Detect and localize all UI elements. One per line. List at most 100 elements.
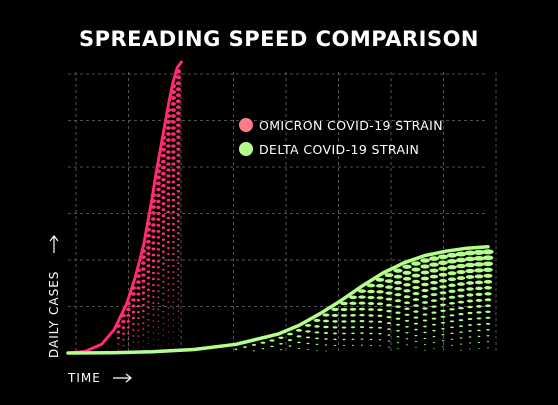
halftone-dot bbox=[161, 208, 166, 212]
halftone-dot bbox=[166, 138, 171, 142]
halftone-dot bbox=[146, 270, 151, 274]
halftone-dot bbox=[485, 322, 491, 325]
halftone-dot bbox=[430, 286, 438, 291]
halftone-dot bbox=[161, 165, 166, 170]
halftone-dot bbox=[171, 138, 176, 142]
halftone-dot bbox=[172, 234, 175, 238]
halftone-dot bbox=[440, 321, 446, 324]
halftone-dot bbox=[322, 319, 330, 323]
halftone-dot bbox=[141, 291, 146, 295]
halftone-dot bbox=[157, 332, 160, 334]
halftone-dot bbox=[172, 253, 175, 255]
halftone-dot bbox=[151, 235, 156, 239]
halftone-dot bbox=[387, 334, 391, 336]
halftone-dot bbox=[397, 348, 399, 350]
halftone-dot bbox=[446, 252, 458, 258]
halftone-dot bbox=[157, 284, 160, 287]
halftone-dot bbox=[482, 249, 494, 255]
x-axis-arrow-icon bbox=[113, 373, 132, 383]
halftone-dot bbox=[402, 264, 412, 269]
halftone-dot bbox=[413, 322, 419, 325]
halftone-dot bbox=[157, 290, 160, 293]
halftone-dot bbox=[157, 302, 160, 305]
halftone-dot bbox=[405, 344, 409, 346]
halftone-dot bbox=[161, 177, 166, 182]
halftone-dot bbox=[358, 307, 366, 311]
halftone-dot bbox=[305, 330, 311, 333]
halftone-dot bbox=[155, 181, 161, 186]
halftone-dot bbox=[175, 81, 181, 86]
halftone-dot bbox=[147, 337, 150, 339]
halftone-dot bbox=[423, 337, 427, 340]
halftone-dot bbox=[146, 245, 151, 250]
halftone-dot bbox=[147, 294, 150, 297]
halftone-dot bbox=[117, 343, 120, 345]
halftone-dot bbox=[177, 238, 180, 241]
halftone-dot bbox=[166, 156, 171, 160]
halftone-dot bbox=[323, 325, 329, 329]
halftone-dot bbox=[167, 271, 170, 273]
halftone-dot bbox=[486, 335, 490, 337]
halftone-dot bbox=[155, 175, 161, 180]
halftone-dot bbox=[146, 288, 150, 291]
halftone-dot bbox=[137, 317, 140, 320]
y-axis-label: DAILY CASES bbox=[47, 235, 61, 358]
halftone-dot bbox=[176, 195, 181, 199]
halftone-dot bbox=[141, 297, 145, 301]
halftone-dot bbox=[141, 303, 145, 307]
halftone-dot bbox=[126, 320, 131, 323]
halftone-dot bbox=[315, 343, 319, 346]
halftone-dot bbox=[269, 339, 275, 342]
halftone-dot bbox=[152, 283, 155, 287]
halftone-dot bbox=[412, 279, 420, 284]
halftone-dot bbox=[177, 232, 180, 235]
halftone-dot bbox=[167, 313, 170, 315]
halftone-dot bbox=[466, 293, 474, 297]
halftone-dot bbox=[146, 252, 151, 256]
halftone-dot bbox=[252, 350, 256, 352]
halftone-dot bbox=[342, 344, 346, 347]
halftone-dot bbox=[482, 261, 494, 267]
halftone-dot bbox=[151, 223, 156, 227]
halftone-dot bbox=[288, 345, 292, 347]
halftone-dot bbox=[166, 228, 170, 232]
halftone-dot bbox=[476, 311, 482, 314]
halftone-dot bbox=[386, 303, 392, 307]
halftone-dot bbox=[260, 341, 266, 344]
halftone-dot bbox=[151, 247, 156, 251]
halftone-dot bbox=[279, 349, 283, 351]
halftone-dot bbox=[171, 186, 176, 190]
halftone-dot bbox=[386, 309, 392, 313]
halftone-dot bbox=[441, 334, 445, 336]
halftone-dot bbox=[315, 337, 319, 340]
halftone-dot bbox=[486, 341, 490, 343]
halftone-dot bbox=[176, 183, 181, 187]
halftone-dot bbox=[393, 274, 403, 279]
halftone-dot bbox=[377, 314, 383, 317]
halftone-dot bbox=[438, 260, 448, 266]
halftone-dot bbox=[176, 201, 181, 205]
halftone-dot bbox=[403, 301, 411, 305]
halftone-dot bbox=[166, 162, 171, 166]
halftone-dot bbox=[167, 325, 170, 327]
halftone-dot bbox=[465, 275, 475, 279]
halftone-dot bbox=[477, 335, 481, 338]
halftone-dot bbox=[156, 205, 161, 210]
halftone-dot bbox=[177, 310, 180, 312]
halftone-dot bbox=[404, 319, 410, 322]
halftone-dot bbox=[438, 272, 448, 277]
fill-patterns bbox=[116, 69, 494, 352]
halftone-dot bbox=[176, 220, 180, 223]
halftone-dot bbox=[177, 316, 180, 318]
halftone-dot bbox=[152, 338, 154, 340]
halftone-dot bbox=[147, 312, 150, 315]
halftone-dot bbox=[296, 335, 302, 338]
halftone-dot bbox=[439, 291, 447, 295]
halftone-dot bbox=[156, 223, 161, 227]
halftone-dot bbox=[457, 288, 465, 292]
halftone-dot bbox=[146, 282, 150, 285]
halftone-dot bbox=[331, 313, 339, 317]
halftone-dot bbox=[167, 265, 170, 267]
halftone-dot bbox=[450, 338, 454, 340]
halftone-dot bbox=[473, 249, 485, 255]
